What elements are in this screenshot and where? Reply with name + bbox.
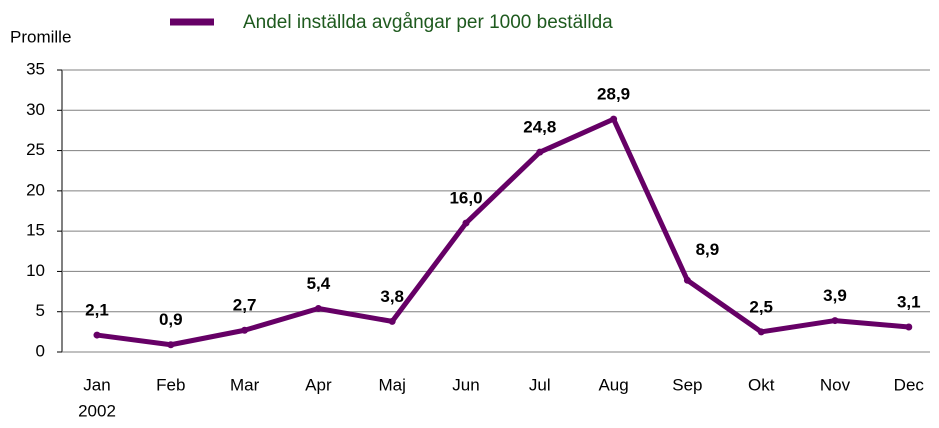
data-point bbox=[683, 276, 691, 284]
data-label: 2,1 bbox=[85, 301, 109, 320]
x-tick-label: Aug bbox=[598, 375, 628, 394]
x-tick-label: Maj bbox=[378, 375, 405, 394]
x-tick-label: Apr bbox=[305, 375, 332, 394]
y-tick-label: 10 bbox=[26, 261, 45, 280]
data-label: 2,5 bbox=[749, 297, 773, 316]
data-label: 3,1 bbox=[897, 293, 921, 312]
data-point bbox=[241, 326, 249, 334]
data-point bbox=[831, 317, 839, 325]
y-axis-label: Promille bbox=[10, 27, 71, 46]
x-tick-label: Jul bbox=[529, 375, 551, 394]
x-tick-label: Sep bbox=[672, 375, 702, 394]
data-label: 3,8 bbox=[380, 287, 404, 306]
data-point bbox=[610, 115, 618, 123]
data-label: 24,8 bbox=[523, 118, 556, 137]
data-label: 0,9 bbox=[159, 310, 183, 329]
data-point bbox=[314, 304, 322, 312]
x-tick-label: Nov bbox=[820, 375, 851, 394]
data-point bbox=[167, 341, 175, 349]
data-label: 16,0 bbox=[449, 189, 482, 208]
y-tick-label: 20 bbox=[26, 180, 45, 199]
data-label: 5,4 bbox=[307, 274, 331, 293]
y-tick-label: 5 bbox=[36, 301, 45, 320]
legend-label: Andel inställda avgångar per 1000 bestäl… bbox=[243, 12, 613, 33]
x-tick-label: Dec bbox=[894, 375, 925, 394]
data-point bbox=[905, 323, 913, 331]
data-label: 8,9 bbox=[696, 240, 720, 259]
y-tick-label: 35 bbox=[26, 59, 45, 78]
data-point bbox=[757, 328, 765, 336]
data-label: 2,7 bbox=[233, 296, 257, 315]
data-label: 28,9 bbox=[597, 85, 630, 104]
y-tick-label: 0 bbox=[36, 341, 45, 360]
data-point bbox=[93, 331, 101, 339]
x-tick-label: Mar bbox=[230, 375, 260, 394]
x-tick-label: Feb bbox=[156, 375, 185, 394]
y-tick-label: 30 bbox=[26, 100, 45, 119]
data-line bbox=[96, 116, 910, 348]
x-tick-label: Jan bbox=[83, 375, 110, 394]
data-point bbox=[388, 317, 396, 325]
y-tick-label: 15 bbox=[26, 221, 45, 240]
data-point bbox=[536, 148, 544, 156]
data-label: 3,9 bbox=[823, 286, 847, 305]
x-tick-label: Jun bbox=[452, 375, 479, 394]
y-tick-label: 25 bbox=[26, 140, 45, 159]
data-point bbox=[462, 219, 470, 227]
x-year-label: 2002 bbox=[78, 401, 116, 420]
x-tick-label: Okt bbox=[748, 375, 775, 394]
